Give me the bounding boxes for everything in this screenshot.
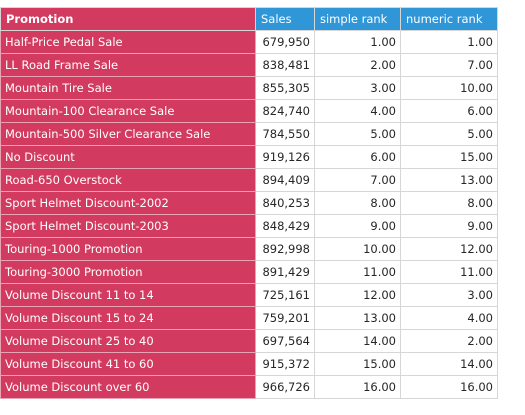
table-row[interactable]: Mountain-100 Clearance Sale 824,740 4.00 6.… — [0, 99, 498, 123]
table-row[interactable]: No Discount 919,126 6.00 15.00 — [0, 145, 498, 169]
numeric-rank-cell: 13.00 — [400, 168, 498, 192]
promotion-cell: Mountain Tire Sale — [0, 76, 256, 100]
sales-cell: 840,253 — [255, 191, 315, 215]
promotion-cell: Sport Helmet Discount-2003 — [0, 214, 256, 238]
simple-rank-cell: 11.00 — [314, 260, 401, 284]
simple-rank-cell: 1.00 — [314, 30, 401, 54]
table-row[interactable]: Mountain Tire Sale 855,305 3.00 10.00 — [0, 76, 498, 100]
sales-cell: 848,429 — [255, 214, 315, 238]
promotion-cell: Mountain-100 Clearance Sale — [0, 99, 256, 123]
simple-rank-cell: 4.00 — [314, 99, 401, 123]
promotion-cell: Touring-1000 Promotion — [0, 237, 256, 261]
numeric-rank-cell: 10.00 — [400, 76, 498, 100]
simple-rank-cell: 9.00 — [314, 214, 401, 238]
promotion-cell: Road-650 Overstock — [0, 168, 256, 192]
simple-rank-cell: 15.00 — [314, 352, 401, 376]
table-row[interactable]: Volume Discount 15 to 24 759,201 13.00 4.00 — [0, 306, 498, 330]
numeric-rank-cell: 1.00 — [400, 30, 498, 54]
numeric-rank-cell: 11.00 — [400, 260, 498, 284]
promotion-cell: Half-Price Pedal Sale — [0, 30, 256, 54]
sales-cell: 891,429 — [255, 260, 315, 284]
simple-rank-cell: 14.00 — [314, 329, 401, 353]
sales-cell: 892,998 — [255, 237, 315, 261]
numeric-rank-cell: 14.00 — [400, 352, 498, 376]
numeric-rank-cell: 7.00 — [400, 53, 498, 77]
promotion-cell: Volume Discount 25 to 40 — [0, 329, 256, 353]
promotion-cell: LL Road Frame Sale — [0, 53, 256, 77]
numeric-rank-cell: 12.00 — [400, 237, 498, 261]
numeric-rank-cell: 2.00 — [400, 329, 498, 353]
table-row[interactable]: Road-650 Overstock 894,409 7.00 13.00 — [0, 168, 498, 192]
table-row[interactable]: Touring-1000 Promotion 892,998 10.00 12.00 — [0, 237, 498, 261]
simple-rank-cell: 3.00 — [314, 76, 401, 100]
simple-rank-cell: 7.00 — [314, 168, 401, 192]
table-row[interactable]: Volume Discount over 60 966,726 16.00 16.00 — [0, 375, 498, 399]
simple-rank-cell: 6.00 — [314, 145, 401, 169]
table-row[interactable]: Volume Discount 11 to 14 725,161 12.00 3.00 — [0, 283, 498, 307]
table-row[interactable]: Sport Helmet Discount-2003 848,429 9.00 9.0… — [0, 214, 498, 238]
table-body: Half-Price Pedal Sale 679,950 1.00 1.00 LL R… — [0, 30, 498, 399]
simple-rank-cell: 2.00 — [314, 53, 401, 77]
table-row[interactable]: Volume Discount 41 to 60 915,372 15.00 14.0… — [0, 352, 498, 376]
simple-rank-cell: 8.00 — [314, 191, 401, 215]
numeric-rank-cell: 8.00 — [400, 191, 498, 215]
numeric-rank-cell: 6.00 — [400, 99, 498, 123]
numeric-rank-cell: 5.00 — [400, 122, 498, 146]
sales-cell: 966,726 — [255, 375, 315, 399]
sales-cell: 838,481 — [255, 53, 315, 77]
table-row[interactable]: Half-Price Pedal Sale 679,950 1.00 1.00 — [0, 30, 498, 54]
sales-cell: 725,161 — [255, 283, 315, 307]
promotion-cell: Volume Discount 15 to 24 — [0, 306, 256, 330]
sales-cell: 679,950 — [255, 30, 315, 54]
sales-cell: 894,409 — [255, 168, 315, 192]
table-row[interactable]: Mountain-500 Silver Clearance Sale 784,55… — [0, 122, 498, 146]
numeric-rank-cell: 3.00 — [400, 283, 498, 307]
sales-cell: 855,305 — [255, 76, 315, 100]
numeric-rank-cell: 4.00 — [400, 306, 498, 330]
sales-cell: 759,201 — [255, 306, 315, 330]
sales-cell: 915,372 — [255, 352, 315, 376]
numeric-rank-cell: 15.00 — [400, 145, 498, 169]
simple-rank-cell: 12.00 — [314, 283, 401, 307]
column-header-sales[interactable]: Sales — [255, 7, 315, 31]
table-row[interactable]: LL Road Frame Sale 838,481 2.00 7.00 — [0, 53, 498, 77]
promotion-cell: Touring-3000 Promotion — [0, 260, 256, 284]
table-row[interactable]: Volume Discount 25 to 40 697,564 14.00 2.00 — [0, 329, 498, 353]
column-header-numeric-rank[interactable]: numeric rank — [400, 7, 498, 31]
simple-rank-cell: 13.00 — [314, 306, 401, 330]
simple-rank-cell: 5.00 — [314, 122, 401, 146]
promotion-cell: Mountain-500 Silver Clearance Sale — [0, 122, 256, 146]
column-header-promotion[interactable]: Promotion — [0, 7, 256, 31]
sales-cell: 697,564 — [255, 329, 315, 353]
numeric-rank-cell: 9.00 — [400, 214, 498, 238]
simple-rank-cell: 10.00 — [314, 237, 401, 261]
sales-cell: 919,126 — [255, 145, 315, 169]
table-row[interactable]: Touring-3000 Promotion 891,429 11.00 11.00 — [0, 260, 498, 284]
sales-cell: 824,740 — [255, 99, 315, 123]
table-row[interactable]: Sport Helmet Discount-2002 840,253 8.00 8.0… — [0, 191, 498, 215]
table-header: Promotion Sales simple rank numeric rank — [0, 7, 498, 31]
numeric-rank-cell: 16.00 — [400, 375, 498, 399]
column-header-simple-rank[interactable]: simple rank — [314, 7, 401, 31]
sales-cell: 784,550 — [255, 122, 315, 146]
simple-rank-cell: 16.00 — [314, 375, 401, 399]
promotion-cell: Sport Helmet Discount-2002 — [0, 191, 256, 215]
promotion-cell: Volume Discount over 60 — [0, 375, 256, 399]
promotion-cell: Volume Discount 41 to 60 — [0, 352, 256, 376]
promotion-cell: No Discount — [0, 145, 256, 169]
data-table: Promotion Sales simple rank numeric rank… — [0, 7, 498, 399]
header-row: Promotion Sales simple rank numeric rank — [0, 7, 498, 31]
promotion-cell: Volume Discount 11 to 14 — [0, 283, 256, 307]
